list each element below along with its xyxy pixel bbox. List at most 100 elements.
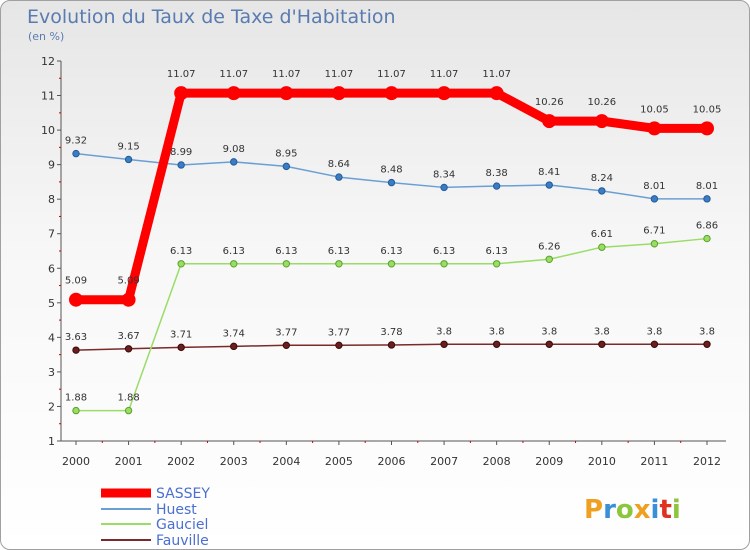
data-label-huest: 8.34 [433,169,455,180]
data-point-sassey [226,86,241,101]
data-label-sassey: 5.09 [117,276,139,287]
data-label-sassey: 11.07 [377,69,406,80]
data-label-huest: 8.64 [328,159,350,170]
y-tick-label: 5 [48,297,55,310]
data-label-fauville: 3.74 [223,328,245,339]
data-label-gauciel: 6.86 [696,221,718,232]
data-label-fauville: 3.77 [328,327,350,338]
data-point-fauville [282,341,291,350]
legend-label-gauciel: Gauciel [156,517,208,533]
data-label-sassey: 11.07 [219,69,248,80]
data-point-gauciel [335,260,343,268]
data-label-huest: 8.99 [170,147,192,158]
chart-unit-label: (en %) [28,30,65,43]
data-label-sassey: 11.07 [325,69,354,80]
x-tick-label: 2009 [535,455,563,468]
data-label-fauville: 3.67 [117,331,139,342]
series-line-sassey [76,88,707,305]
data-label-sassey: 10.26 [588,97,617,108]
data-point-sassey [384,86,399,101]
data-point-gauciel [230,260,238,268]
data-point-huest [492,182,501,190]
data-point-fauville [230,342,238,351]
data-label-gauciel: 6.13 [486,246,508,257]
data-point-sassey [331,86,346,101]
brand-letter: t [659,495,671,525]
brand-letter: i [672,495,681,525]
data-point-gauciel [492,260,501,268]
data-label-fauville: 3.8 [436,326,452,337]
data-point-fauville [72,346,80,354]
y-tick-label: 2 [48,400,55,413]
data-point-huest [335,173,343,181]
data-label-gauciel: 1.88 [117,393,139,404]
data-label-huest: 8.95 [275,148,297,159]
data-label-huest: 8.01 [643,181,665,192]
data-point-fauville [177,343,185,352]
data-point-huest [440,183,448,192]
brand-logo: Proxiti [584,495,681,525]
data-point-huest [650,195,659,203]
legend-label-fauville: Fauville [156,533,209,549]
data-point-fauville [124,345,133,353]
brand-text: Proxiti [584,495,681,525]
data-point-sassey [647,121,662,136]
y-tick-label: 11 [41,90,55,103]
data-label-huest: 8.01 [696,181,718,192]
x-tick-label: 2005 [325,455,353,468]
brand-letter: x [634,495,651,525]
y-tick-label: 6 [48,262,55,275]
data-point-sassey [69,292,83,307]
x-tick-label: 2006 [378,455,406,468]
data-point-sassey [174,86,189,101]
data-point-sassey [279,86,294,101]
x-tick-label: 2002 [167,455,195,468]
data-label-gauciel: 1.88 [65,393,87,404]
data-label-sassey: 10.05 [640,104,669,115]
data-label-huest: 8.38 [486,168,508,179]
data-label-gauciel: 6.13 [223,246,245,257]
data-label-fauville: 3.77 [275,327,297,338]
data-label-gauciel: 6.13 [328,246,350,257]
data-label-gauciel: 6.71 [643,226,665,237]
legend-label-huest: Huest [156,502,197,518]
data-point-gauciel [72,406,80,415]
data-point-fauville [545,340,553,348]
chart-title: Evolution du Taux de Taxe d'Habitation [27,6,396,28]
data-point-huest [177,161,185,169]
data-point-gauciel [650,240,659,248]
y-tick-label: 12 [41,55,55,68]
data-label-huest: 8.24 [591,173,613,184]
y-tick-label: 8 [48,193,55,206]
y-tick-label: 4 [48,331,55,344]
data-label-sassey: 11.07 [430,69,459,80]
data-point-huest [72,149,80,158]
data-point-huest [545,181,553,189]
data-point-sassey [489,86,504,101]
data-label-huest: 9.15 [117,141,139,152]
data-label-fauville: 3.71 [170,329,192,340]
data-labels: 5.09 5.09 11.07 11.07 11.07 11.07 11.07 11.07 11… [65,69,721,403]
y-tick-label: 9 [48,159,55,172]
data-label-sassey: 11.07 [272,69,301,80]
data-point-huest [282,162,291,171]
brand-letter: o [616,495,634,525]
data-point-gauciel [387,260,396,268]
data-label-huest: 9.08 [223,144,245,155]
x-tick-label: 2011 [640,455,668,468]
data-label-gauciel: 6.26 [538,241,560,252]
data-point-fauville [492,340,501,348]
data-point-huest [124,155,133,164]
data-label-fauville: 3.8 [541,326,557,337]
legend-label-sassey: SASSEY [156,486,210,502]
y-tick-label: 7 [48,228,55,241]
data-point-sassey [594,114,609,129]
data-point-sassey [121,292,136,307]
data-point-gauciel [598,243,606,251]
x-tick-label: 2010 [588,455,616,468]
data-label-sassey: 11.07 [167,69,196,80]
data-point-sassey [700,121,714,136]
